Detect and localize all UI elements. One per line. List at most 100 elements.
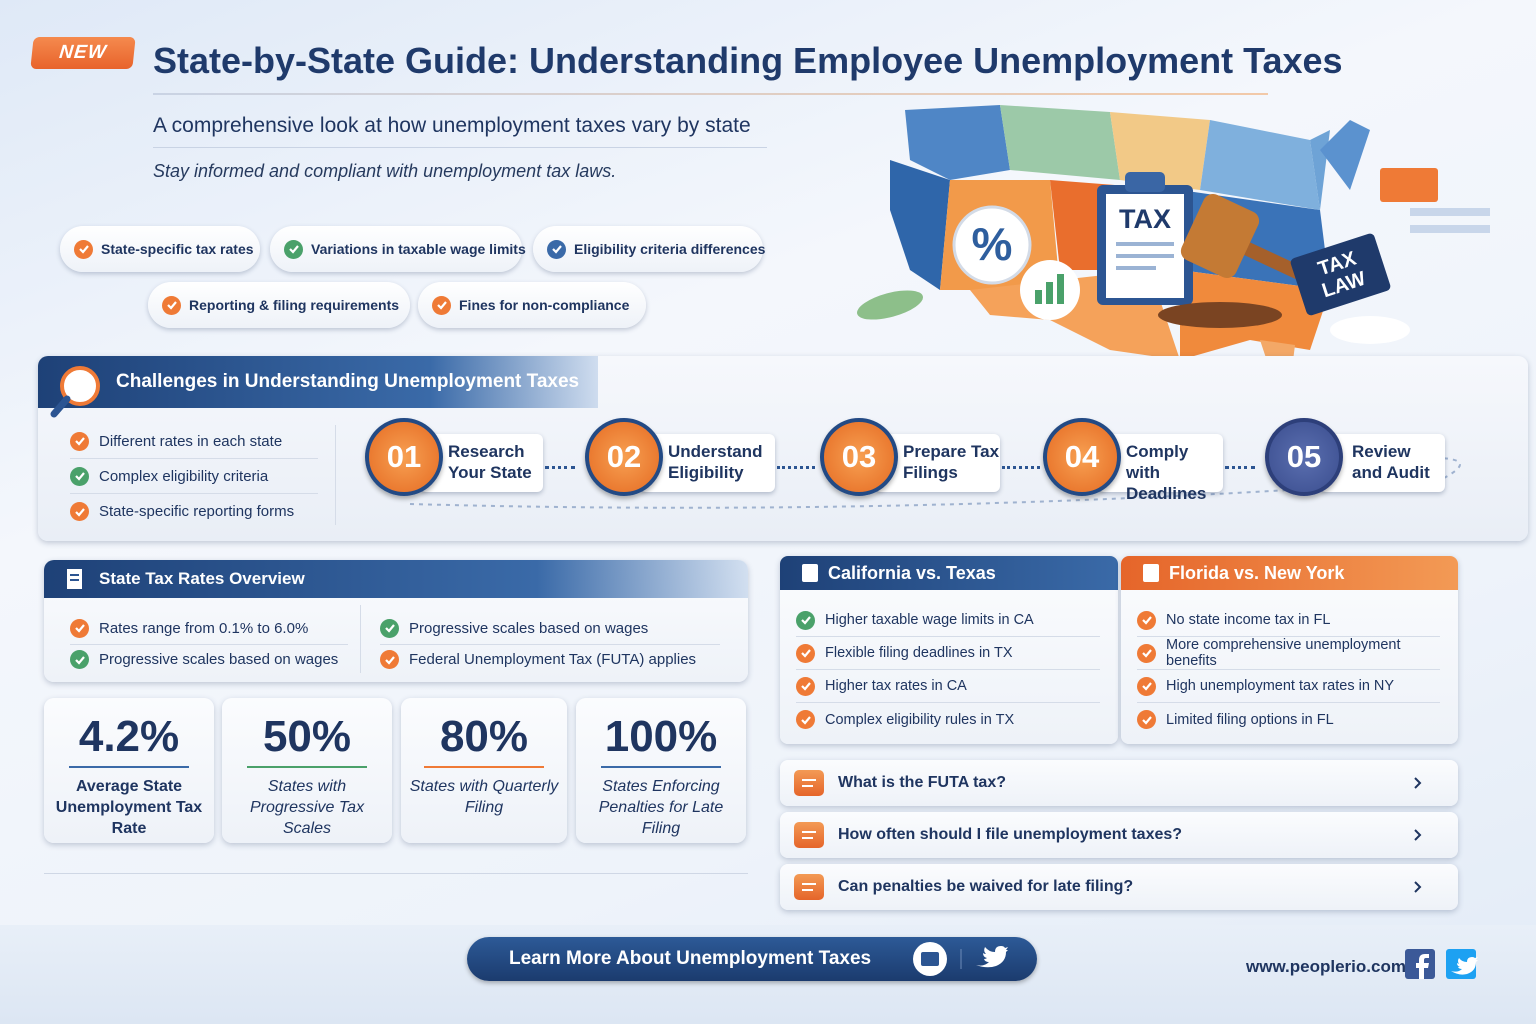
- feature-tag: Variations in taxable wage limits: [270, 226, 526, 272]
- challenge-item: Complex eligibility criteria: [70, 459, 318, 494]
- overview-text: Progressive scales based on wages: [409, 619, 649, 637]
- tag-label: State-specific tax rates: [101, 241, 254, 257]
- chart-icon: [1057, 274, 1064, 304]
- check-mark: [551, 245, 562, 254]
- stat-label: Average State Unemployment Tax Rate: [55, 778, 203, 837]
- check-mark: [384, 624, 395, 633]
- check-mark: [166, 301, 177, 310]
- step-connector: [409, 457, 1461, 509]
- challenge-item: Different rates in each state: [70, 424, 318, 459]
- stat-label: States with Progressive Tax Scales: [249, 778, 365, 837]
- overview-item: Progressive scales based on wages: [380, 612, 720, 645]
- faq-item[interactable]: How often should I file unemployment tax…: [780, 812, 1458, 858]
- comparison-text: Higher taxable wage limits in CA: [825, 612, 1034, 628]
- comparison-item: Higher taxable wage limits in CA: [796, 604, 1100, 637]
- challenges-header: Challenges in Understanding Unemployment…: [38, 356, 598, 408]
- challenge-text: Complex eligibility criteria: [99, 467, 269, 485]
- title-rule: [153, 93, 1268, 95]
- twitter-icon[interactable]: [976, 946, 1008, 968]
- check-glyph: [384, 624, 395, 633]
- check-glyph: [1141, 715, 1152, 725]
- chart-icon: [1035, 290, 1042, 304]
- check-glyph: [74, 655, 85, 665]
- check-icon: [70, 431, 89, 451]
- stat-value: 100%: [604, 712, 718, 761]
- twitter-glyph: [1451, 957, 1478, 975]
- check-icon: [70, 618, 89, 638]
- overview-header: State Tax Rates Overview: [44, 560, 748, 598]
- paper-line: [1116, 242, 1174, 246]
- check-glyph: [800, 649, 811, 658]
- check-glyph: [288, 245, 299, 254]
- check-glyph: [800, 682, 811, 691]
- stat-card: 50% States with Progressive Tax Scales: [222, 698, 392, 843]
- region: [1200, 120, 1320, 210]
- comparison-item: Higher tax rates in CA: [796, 670, 1100, 703]
- faq-chevron: [1408, 773, 1428, 793]
- step-number: 04: [1043, 418, 1121, 496]
- stat-card: 100% States Enforcing Penalties for Late …: [576, 698, 746, 843]
- check-icon: [1137, 710, 1156, 729]
- tag-label: Reporting & filing requirements: [189, 297, 400, 313]
- check-icon: [1137, 643, 1156, 663]
- check-glyph: [78, 245, 89, 254]
- map-illustration: % TAX TAX LAW: [857, 105, 1490, 385]
- faq-question: Can penalties be waived for late filing?: [838, 878, 1134, 895]
- faq-glyph: [802, 831, 816, 839]
- check-mark: [288, 245, 299, 254]
- faq-icon: [794, 822, 824, 848]
- faq-question: How often should I file unemployment tax…: [838, 826, 1183, 843]
- check-glyph: [74, 472, 85, 481]
- tagline: Stay informed and compliant with unemplo…: [153, 161, 617, 181]
- faq-icon: [794, 874, 824, 900]
- step-number: 02: [585, 418, 663, 496]
- faq-item[interactable]: Can penalties be waived for late filing?: [780, 864, 1458, 910]
- feature-tag: Fines for non-compliance: [418, 282, 646, 328]
- check-glyph: [384, 655, 395, 665]
- step-dots: [1002, 466, 1040, 469]
- feature-tag: Reporting & filing requirements: [148, 282, 410, 328]
- comparison-header: Florida vs. New York: [1121, 556, 1458, 590]
- check-icon: [162, 295, 181, 315]
- check-mark: [800, 649, 811, 658]
- handle: [50, 395, 71, 418]
- check-mark: [74, 472, 85, 481]
- chart-icon: [1046, 282, 1053, 304]
- faq-item[interactable]: What is the FUTA tax?: [780, 760, 1458, 806]
- flag: [1380, 168, 1438, 202]
- overview-text: Rates range from 0.1% to 6.0%: [99, 619, 309, 637]
- check-icon: [70, 466, 89, 486]
- stat-rule: [601, 766, 721, 768]
- challenge-text: Different rates in each state: [99, 432, 283, 450]
- cta-button[interactable]: Learn More About Unemployment Taxes: [467, 937, 1037, 981]
- gavel-block: [1158, 302, 1282, 328]
- comparison-text: No state income tax in FL: [1166, 612, 1331, 628]
- clipboard-clip: [1125, 172, 1165, 192]
- feature-tag: State-specific tax rates: [60, 226, 260, 272]
- comparison-list: No state income tax in FL More comprehens…: [1137, 604, 1440, 736]
- doc-icon: [802, 564, 818, 582]
- check-glyph: [1141, 616, 1152, 625]
- check-icon: [1137, 610, 1156, 630]
- region: [890, 160, 950, 290]
- faq-chevron: [1408, 825, 1428, 845]
- step-dots: [545, 466, 575, 469]
- doc-icon: [1143, 564, 1159, 582]
- comparison-item: No state income tax in FL: [1137, 604, 1440, 637]
- step-number: 05: [1265, 418, 1343, 496]
- check-glyph: [800, 715, 811, 725]
- chevron-line: [1414, 881, 1422, 893]
- faq-glyph: [802, 883, 816, 891]
- divider: [360, 605, 361, 673]
- stat-card: 80% States with Quarterly Filing: [401, 698, 567, 843]
- title: State-by-State Guide: Understanding Empl…: [153, 40, 1343, 81]
- overview-item: Federal Unemployment Tax (FUTA) applies: [380, 643, 720, 676]
- region: [1110, 112, 1210, 190]
- check-mark: [384, 655, 395, 665]
- leaf: [857, 290, 923, 320]
- check-glyph: [436, 301, 447, 310]
- subtitle: A comprehensive look at how unemployment…: [153, 114, 751, 137]
- gavel-head: [1180, 193, 1260, 279]
- tag-label: Variations in taxable wage limits: [311, 241, 526, 257]
- stat-rule: [424, 766, 544, 768]
